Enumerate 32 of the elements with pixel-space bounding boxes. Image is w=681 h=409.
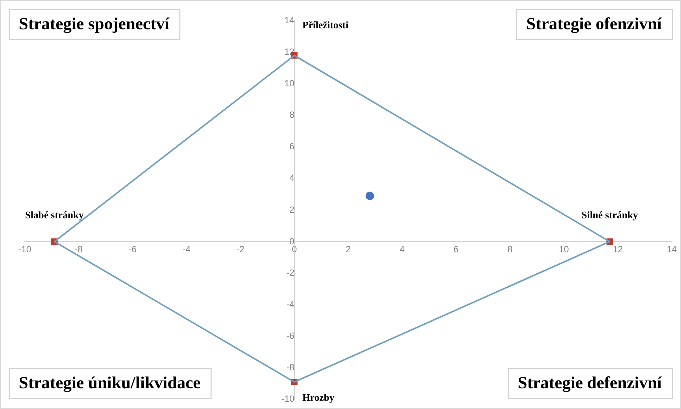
annotation: Příležitosti: [302, 20, 349, 32]
annotation: Strategie defenzivní: [518, 373, 662, 392]
y-tick-label: 8: [290, 110, 295, 120]
annotation: Slabé stránky: [25, 210, 84, 222]
annotation: Strategie ofenzivní: [526, 14, 662, 34]
y-tick-label: -4: [286, 299, 295, 310]
x-tick-label: -4: [182, 244, 191, 255]
y-tick-label: 14: [284, 15, 295, 26]
x-tick-label: 8: [508, 244, 513, 255]
y-tick-label: -8: [286, 362, 295, 373]
x-tick-label: -8: [74, 244, 83, 255]
annotation: Strategie úniku/likvidace: [19, 373, 202, 392]
x-tick-label: 10: [559, 244, 570, 255]
x-tick-label: 14: [666, 244, 677, 255]
x-tick-label: 4: [400, 244, 405, 255]
y-tick-label: 10: [284, 78, 295, 89]
y-tick-label: 4: [290, 173, 295, 184]
y-tick-label: 2: [290, 204, 295, 215]
x-tick-label: 12: [613, 244, 624, 255]
x-tick-label: 2: [346, 244, 352, 255]
y-tick-label: 6: [290, 142, 295, 152]
y-tick-label: -10: [282, 394, 295, 404]
x-tick-label: 6: [454, 244, 459, 255]
x-tick-label: -2: [236, 244, 245, 255]
y-tick-label: -6: [286, 330, 295, 341]
y-tick-label: -2: [286, 268, 295, 278]
annotation: Strategie spojenectví: [19, 14, 170, 34]
annotation: Hrozby: [302, 392, 335, 404]
x-tick-label: -6: [128, 244, 137, 255]
annotation: Silné stránky: [582, 210, 638, 222]
x-tick-label: -10: [18, 244, 32, 255]
y-tick-label: 0: [290, 236, 295, 246]
